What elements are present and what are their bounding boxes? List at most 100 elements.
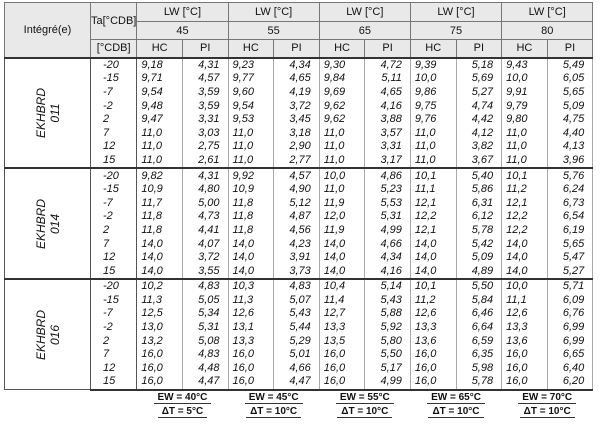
pi-value: 5,71 [546,278,594,294]
footer-row: ΔT = 5°C ΔT = 10°C ΔT = 10°C ΔT = 10°C ΔT = … [5,405,593,419]
data-row: 7 14,0 4,07 14,0 4,23 14,0 4,66 14,0 5,42 14,0 5,6… [5,237,594,251]
model-cell: EKHBRD 014 [4,167,91,280]
pi-value: 4,83 [273,278,320,294]
data-row: -2 11,8 4,73 11,8 4,87 12,0 5,31 12,2 6,12 12,2 6,… [5,210,594,224]
model-cell: EKHBRD 011 [4,56,91,169]
pi-value: 4,34 [364,250,411,265]
hc-value: 10,1 [409,167,457,183]
pi-value: 5,23 [364,182,411,197]
pi-value: 4,87 [273,210,320,224]
hc-value: 14,0 [501,237,548,251]
hc-value: 11,0 [409,126,457,141]
footer-cell: ΔT = 10°C [502,405,593,419]
pi-value: 5,44 [273,320,320,335]
footer-cell: EW = 70°C [502,390,593,405]
pi-value: 6,99 [546,320,594,335]
hc-value: 16,0 [409,375,457,391]
pi-value: 6,05 [546,72,594,86]
hc-value: 9,54 [227,99,275,113]
pi-value: 3,31 [364,140,411,154]
header-row: Intégré(e) Ta[°CDB] LW [°C] LW [°C] LW [°C] L… [4,2,594,58]
pi-value: 5,31 [364,210,411,224]
hc-value: 9,53 [227,112,275,127]
pi-value: 5,76 [546,167,594,183]
hc-value: 16,0 [136,361,183,376]
hc-value: 11,8 [227,210,275,224]
pi-value: 5,42 [455,237,503,251]
data-row: 2 9,47 3,31 9,53 3,45 9,62 3,88 9,76 4,42 9,80 4,7… [5,112,594,127]
data-row: 7 11,0 3,03 11,0 3,18 11,0 3,57 11,0 4,12 11,0 4,4… [5,126,594,141]
hc-value: 12,1 [409,223,457,238]
footer-cell: ΔT = 10°C [228,405,319,419]
pi-value: 4,99 [364,375,411,391]
data-row: 12 14,0 3,72 14,0 3,91 14,0 4,34 14,0 5,09 14,0 5,… [5,250,594,265]
pi-value: 6,24 [546,182,594,197]
pi-value: 5,18 [455,56,503,73]
pi-value: 4,48 [181,361,229,376]
data-row: 12 11,0 2,75 11,0 2,90 11,0 3,31 11,0 3,82 11,0 4,… [5,140,594,154]
hc-value: 12,1 [501,196,548,211]
ta-value: -15 [89,182,138,197]
pi-value: 4,16 [364,264,411,279]
pi-value: 4,47 [273,375,320,391]
ta-value: 2 [89,112,138,127]
pi-value: 5,50 [364,347,411,362]
pi-value: 6,12 [455,210,503,224]
pi-value: 3,72 [181,250,229,265]
pi-value: 5,00 [181,196,229,211]
hc-value: 9,69 [318,85,366,100]
hc-value: 12,2 [501,210,548,224]
ta-value: -15 [89,72,138,86]
pi-value: 4,19 [273,85,320,100]
hc-value: 12,2 [501,223,548,238]
ta-value: -2 [89,320,138,335]
lw-temp: 65 [318,21,411,40]
pi-value: 4,42 [455,112,503,127]
hc-value: 9,91 [501,85,548,100]
pi-value: 5,07 [273,293,320,308]
pi-value: 6,35 [455,347,503,362]
hc-value: 11,7 [136,196,183,211]
pi-value: 5,09 [455,250,503,265]
hc-value: 11,3 [227,293,275,308]
data-row: EKHBRD 014 -20 9,82 4,31 9,92 4,57 10,0 4,86 10,1… [4,167,594,280]
pi-value: 5,43 [364,293,411,308]
hc-value: 9,47 [136,112,183,127]
hc-value: 9,92 [227,167,275,183]
pi-value: 2,77 [273,153,320,169]
pi-value: 4,86 [364,167,411,183]
hc-value: 11,0 [409,153,457,169]
hc-value: 9,82 [136,167,183,183]
pi-value: 5,01 [273,347,320,362]
pi-value: 3,57 [364,126,411,141]
pi-value: 5,17 [364,361,411,376]
hc-value: 16,0 [136,375,183,391]
lw-label: LW [°C] [227,2,320,22]
hc-value: 11,0 [227,140,275,154]
hc-value: 11,4 [318,293,366,308]
hc-value: 14,0 [318,250,366,265]
pi-value: 5,40 [455,167,503,183]
hc-value: 9,30 [318,56,366,73]
ta-value: 2 [89,223,138,238]
hc-value: 12,6 [409,307,457,321]
hc-value: 16,0 [318,347,366,362]
pi-value: 6,31 [455,196,503,211]
column-label: PI [455,39,503,58]
data-row: 15 11,0 2,61 11,0 2,77 11,0 3,17 11,0 3,67 11,0 3,… [5,153,594,169]
hc-value: 13,3 [227,334,275,348]
pi-value: 3,45 [273,112,320,127]
hc-value: 11,1 [409,182,457,197]
column-label: PI [273,39,320,58]
model-size: 011 [47,103,62,123]
hc-value: 9,79 [501,99,548,113]
footer-row: EW = 40°C EW = 45°C EW = 55°C EW = 65°C EW =… [5,390,593,405]
hc-value: 9,62 [318,112,366,127]
pi-value: 5,05 [181,293,229,308]
pi-value: 4,16 [364,99,411,113]
pi-value: 5,31 [181,320,229,335]
hc-value: 9,71 [136,72,183,86]
model-label: EKHBRD 011 [34,88,62,138]
hc-value: 16,0 [318,375,366,391]
